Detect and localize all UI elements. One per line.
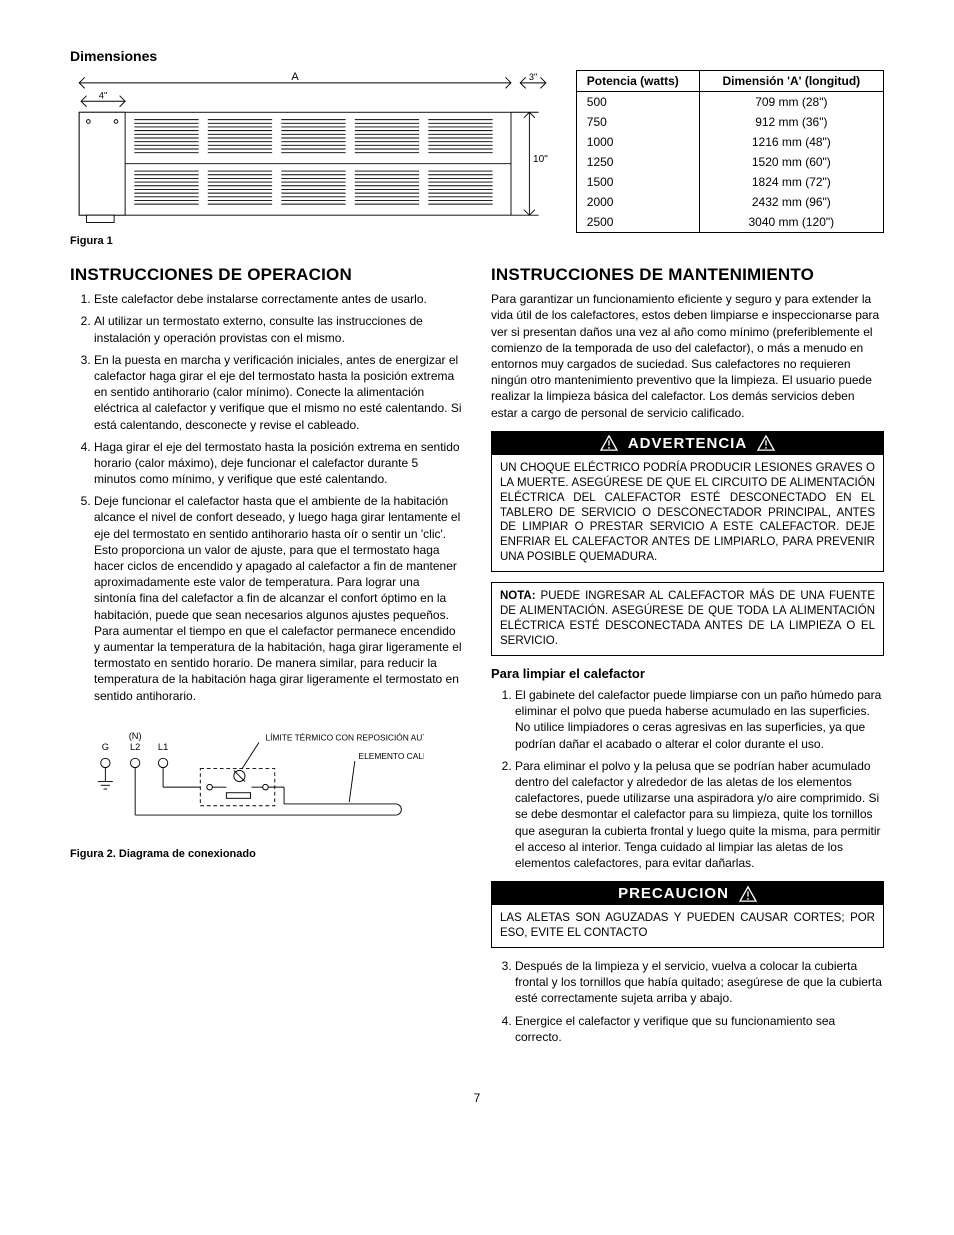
table-header-dim: Dimensión 'A' (longitud) [699, 71, 883, 92]
precaucion-body: LAS ALETAS SON AGUZADAS Y PUEDEN CAUSAR … [492, 905, 883, 947]
warning-icon [600, 435, 618, 451]
list-item: Al utilizar un termostato externo, consu… [94, 313, 463, 345]
svg-text:L1: L1 [158, 742, 168, 752]
table-header-power: Potencia (watts) [576, 71, 699, 92]
nota-body: PUEDE INGRESAR AL CALEFACTOR MÁS DE UNA … [500, 590, 875, 647]
operacion-heading: INSTRUCCIONES DE OPERACION [70, 265, 463, 285]
table-cell: 709 mm (28") [699, 92, 883, 113]
label-3in: 3" [529, 72, 537, 82]
limpiar-list-a: El gabinete del calefactor puede limpiar… [491, 687, 884, 871]
table-row: 500709 mm (28") [576, 92, 883, 113]
table-cell: 1216 mm (48") [699, 132, 883, 152]
advertencia-header: ADVERTENCIA [492, 432, 883, 455]
dimension-table-wrapper: Potencia (watts) Dimensión 'A' (longitud… [576, 70, 884, 233]
table-cell: 2500 [576, 212, 699, 233]
mantenimiento-intro: Para garantizar un funcionamiento eficie… [491, 291, 884, 421]
figure-2-caption: Figura 2. Diagrama de conexionado [70, 848, 463, 860]
list-item: Deje funcionar el calefactor hasta que e… [94, 493, 463, 703]
table-row: 20002432 mm (96") [576, 192, 883, 212]
list-item: Energice el calefactor y verifique que s… [515, 1013, 884, 1045]
svg-text:G: G [102, 742, 109, 752]
list-item: Después de la limpieza y el servicio, vu… [515, 958, 884, 1007]
list-item: Para eliminar el polvo y la pelusa que s… [515, 758, 884, 871]
list-item: Haga girar el eje del termostato hasta l… [94, 439, 463, 488]
table-cell: 912 mm (36") [699, 112, 883, 132]
wiring-diagram: G L2 L1 (N) [70, 722, 424, 834]
table-cell: 1250 [576, 152, 699, 172]
figure-1-wrapper: A 3" 4" [70, 70, 548, 247]
nota-box: NOTA: PUEDE INGRESAR AL CALEFACTOR MÁS D… [491, 582, 884, 656]
mantenimiento-heading: INSTRUCCIONES DE MANTENIMIENTO [491, 265, 884, 285]
warning-icon [739, 886, 757, 902]
svg-text:ELEMENTO CALEFACTOR: ELEMENTO CALEFACTOR [359, 751, 424, 761]
table-cell: 1000 [576, 132, 699, 152]
precaucion-label: PRECAUCION [618, 885, 729, 902]
page-number: 7 [70, 1091, 884, 1105]
svg-text:LÍMITE TÉRMICO CON REPOSICIÓN: LÍMITE TÉRMICO CON REPOSICIÓN AUTOMÁTICA [265, 732, 423, 742]
top-row: A 3" 4" [70, 70, 884, 247]
table-row: 10001216 mm (48") [576, 132, 883, 152]
advertencia-body: UN CHOQUE ELÉCTRICO PODRÍA PRODUCIR LESI… [492, 455, 883, 572]
label-10in: 10" [533, 154, 548, 165]
table-cell: 500 [576, 92, 699, 113]
nota-label: NOTA: [500, 590, 536, 602]
limpiar-heading: Para limpiar el calefactor [491, 666, 884, 681]
heater-diagram: A 3" 4" [70, 70, 548, 226]
table-row: 25003040 mm (120") [576, 212, 883, 233]
list-item: El gabinete del calefactor puede limpiar… [515, 687, 884, 752]
warning-icon [757, 435, 775, 451]
table-row: 15001824 mm (72") [576, 172, 883, 192]
table-cell: 750 [576, 112, 699, 132]
label-A: A [291, 71, 299, 83]
dimensiones-heading: Dimensiones [70, 48, 884, 64]
svg-text:L2: L2 [130, 742, 140, 752]
precaucion-header: PRECAUCION [492, 882, 883, 905]
table-cell: 3040 mm (120") [699, 212, 883, 233]
advertencia-box: ADVERTENCIA UN CHOQUE ELÉCTRICO PODRÍA P… [491, 431, 884, 573]
list-item: En la puesta en marcha y verificación in… [94, 352, 463, 433]
table-row: 750912 mm (36") [576, 112, 883, 132]
table-row: 12501520 mm (60") [576, 152, 883, 172]
label-4in: 4" [99, 90, 107, 100]
svg-text:(N): (N) [129, 730, 142, 740]
precaucion-box: PRECAUCION LAS ALETAS SON AGUZADAS Y PUE… [491, 881, 884, 948]
table-cell: 1520 mm (60") [699, 152, 883, 172]
figure-1-caption: Figura 1 [70, 235, 548, 247]
limpiar-list-b: Después de la limpieza y el servicio, vu… [491, 958, 884, 1045]
table-cell: 1500 [576, 172, 699, 192]
main-columns: INSTRUCCIONES DE OPERACION Este calefact… [70, 257, 884, 1051]
list-item: Este calefactor debe instalarse correcta… [94, 291, 463, 307]
operacion-list: Este calefactor debe instalarse correcta… [70, 291, 463, 704]
table-cell: 1824 mm (72") [699, 172, 883, 192]
table-cell: 2000 [576, 192, 699, 212]
fin-group [134, 120, 198, 153]
dimension-table: Potencia (watts) Dimensión 'A' (longitud… [576, 70, 884, 233]
table-cell: 2432 mm (96") [699, 192, 883, 212]
advertencia-label: ADVERTENCIA [628, 435, 747, 452]
